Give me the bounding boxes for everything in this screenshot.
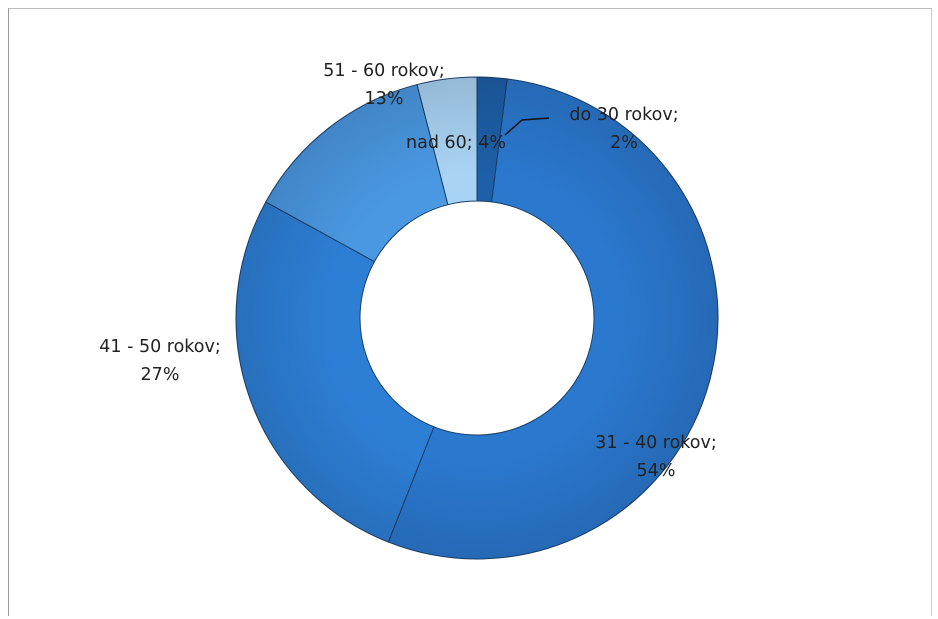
data-label-line1: do 30 rokov; [569,105,678,125]
data-label-line2: 13% [365,89,404,109]
data-label-line2: 27% [141,365,180,385]
data-label-line1: 31 - 40 rokov; [595,433,717,453]
data-label-line1: 51 - 60 rokov; [323,61,445,81]
data-label-1: 31 - 40 rokov; 54% [595,433,717,481]
chart-frame [8,8,932,616]
data-label-2: 41 - 50 rokov; 27% [99,337,221,385]
data-label-0: do 30 rokov; 2% [569,105,678,153]
data-label-line1: 41 - 50 rokov; [99,337,221,357]
data-label-4: nad 60; 4% [406,133,506,153]
leader-line [504,117,550,136]
data-label-line2: 54% [637,461,676,481]
data-label-line1: nad 60; 4% [406,133,506,153]
donut-slice-2 [235,201,435,543]
data-label-3: 51 - 60 rokov; 13% [323,61,445,109]
data-label-line2: 2% [610,133,638,153]
